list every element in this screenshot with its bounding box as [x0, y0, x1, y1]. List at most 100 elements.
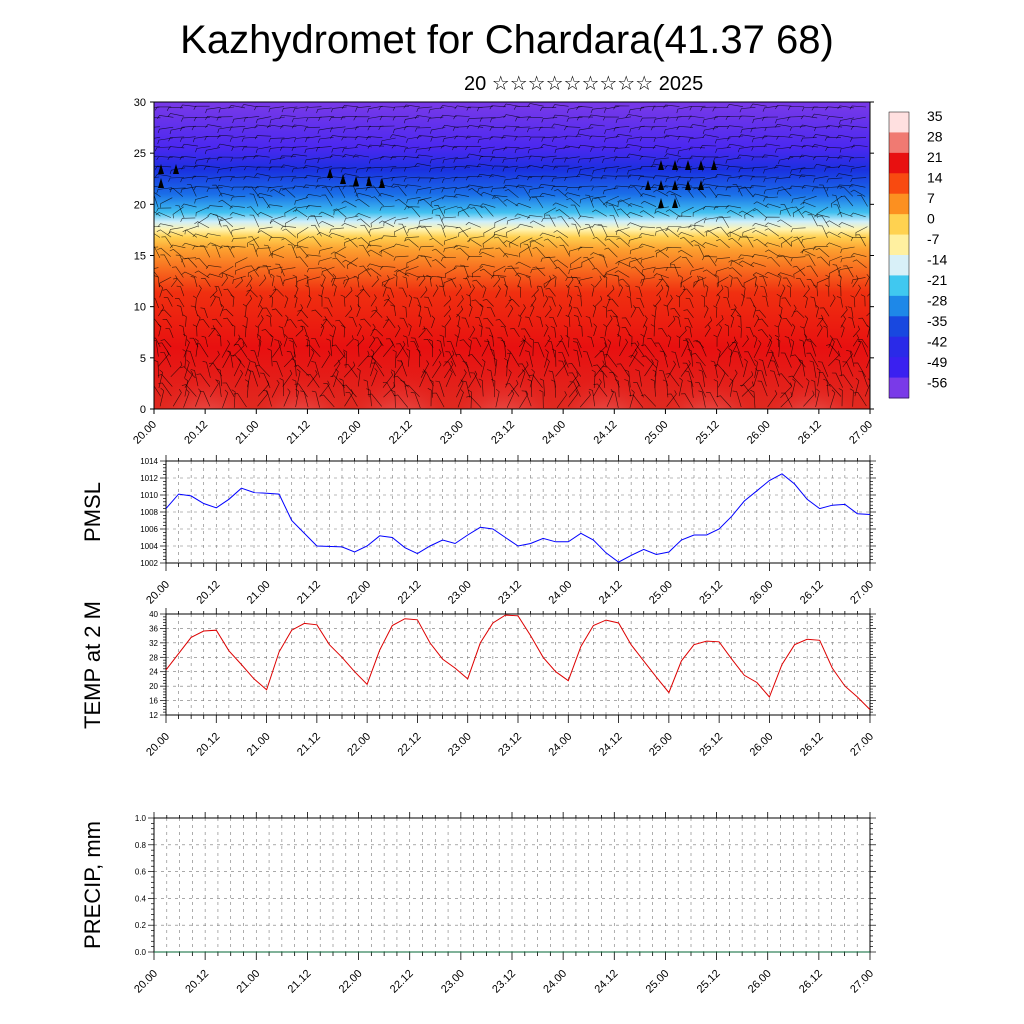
- wind-barb: [204, 147, 221, 155]
- wind-barb: [793, 236, 805, 249]
- wind-barb: [202, 361, 211, 378]
- wind-barb: [470, 372, 482, 388]
- wind-barb: [658, 278, 670, 288]
- wind-barb: [780, 204, 791, 217]
- wind-barb: [382, 315, 390, 328]
- wind-barb: [255, 247, 271, 253]
- wind-barb: [590, 283, 595, 297]
- wind-barb: [680, 237, 694, 247]
- wind-barb: [333, 368, 339, 388]
- wind-barb: [356, 323, 362, 337]
- wind-barb: [159, 387, 165, 407]
- wind-barb: [607, 309, 619, 318]
- wind-barb: [592, 209, 607, 217]
- wind-barb: [698, 390, 706, 408]
- wind-barb: [160, 197, 173, 208]
- wind-barb: [691, 353, 706, 367]
- chart-subtitle: 20 ☆☆☆☆☆☆☆☆☆ 2025: [464, 73, 704, 95]
- colorbar-segment: [889, 295, 909, 317]
- wind-pennant: [158, 178, 164, 188]
- wind-barb: [753, 335, 758, 348]
- wind-barb: [568, 247, 583, 256]
- wind-barb: [292, 274, 298, 287]
- wind-barb: [271, 379, 280, 398]
- wind-barb: [765, 203, 781, 208]
- wind-barb: [553, 230, 569, 238]
- wind-barb: [854, 377, 860, 397]
- wind-barb: [479, 117, 496, 122]
- wind-barb: [250, 350, 260, 367]
- panel-frame: [165, 613, 871, 716]
- wind-barb: [576, 173, 593, 178]
- wind-barb: [451, 146, 469, 151]
- wind-barb: [685, 338, 694, 348]
- wind-barb: [447, 278, 457, 288]
- wind-barb: [353, 116, 370, 121]
- wind-barb: [321, 274, 326, 287]
- wind-barb: [444, 267, 457, 278]
- wind-barb: [742, 235, 754, 248]
- wind-barb: [154, 106, 160, 109]
- wind-barb: [613, 157, 630, 162]
- wind-barb: [541, 217, 557, 223]
- wind-barb: [192, 245, 208, 250]
- wind-barb: [750, 176, 767, 181]
- wind-barb: [713, 155, 729, 162]
- wind-barb: [410, 337, 419, 348]
- x-tick-label: 24.00: [541, 968, 569, 996]
- wind-barb: [366, 388, 372, 407]
- wind-barb: [214, 285, 223, 297]
- wind-barb: [330, 185, 347, 192]
- wind-barb: [392, 349, 397, 368]
- wind-barb: [256, 192, 273, 197]
- wind-barb: [744, 207, 756, 219]
- wind-barb: [392, 106, 409, 111]
- wind-barb: [768, 352, 779, 368]
- wind-barb: [418, 245, 434, 251]
- wind-barb: [156, 115, 174, 119]
- wind-barb: [860, 294, 866, 307]
- wind-barb: [556, 391, 567, 408]
- wind-barb: [296, 246, 309, 258]
- wind-barb: [329, 154, 347, 159]
- wind-barb: [573, 315, 581, 327]
- wind-barb: [500, 276, 507, 288]
- wind-barb: [606, 294, 611, 308]
- wind-barb: [366, 263, 383, 268]
- wind-barb: [217, 134, 234, 139]
- x-tick-label: 20.00: [131, 419, 159, 447]
- wind-barb: [583, 351, 593, 368]
- wind-barb: [573, 349, 581, 367]
- wind-barb: [333, 351, 346, 367]
- wind-barb: [733, 277, 743, 287]
- wind-barb: [689, 177, 706, 182]
- wind-barb: [184, 257, 198, 268]
- wind-barb: [718, 369, 726, 388]
- x-tick-label: 23.00: [439, 968, 467, 996]
- wind-barb: [355, 192, 371, 197]
- wind-barb: [667, 315, 676, 328]
- wind-barb: [495, 388, 500, 408]
- wind-barb: [613, 147, 630, 153]
- wind-barb: [718, 341, 730, 358]
- wind-barb: [317, 137, 334, 143]
- wind-barb: [824, 166, 841, 172]
- wind-barb: [715, 267, 729, 276]
- wind-barb: [170, 361, 183, 378]
- wind-barb: [378, 249, 394, 257]
- wind-barb: [444, 360, 454, 379]
- wind-barb: [335, 319, 346, 329]
- wind-barb: [651, 184, 668, 189]
- wind-barb: [205, 265, 222, 269]
- wind-barb: [217, 126, 233, 133]
- wind-barb: [297, 309, 309, 319]
- wind-barb: [738, 260, 755, 268]
- wind-barb: [180, 136, 196, 142]
- wind-barb: [157, 126, 174, 134]
- wind-barb: [205, 107, 221, 114]
- wind-barb: [714, 173, 732, 178]
- wind-barb: [588, 114, 605, 119]
- wind-barb: [557, 216, 570, 228]
- wind-barb: [665, 116, 682, 122]
- wind-barb: [297, 319, 309, 328]
